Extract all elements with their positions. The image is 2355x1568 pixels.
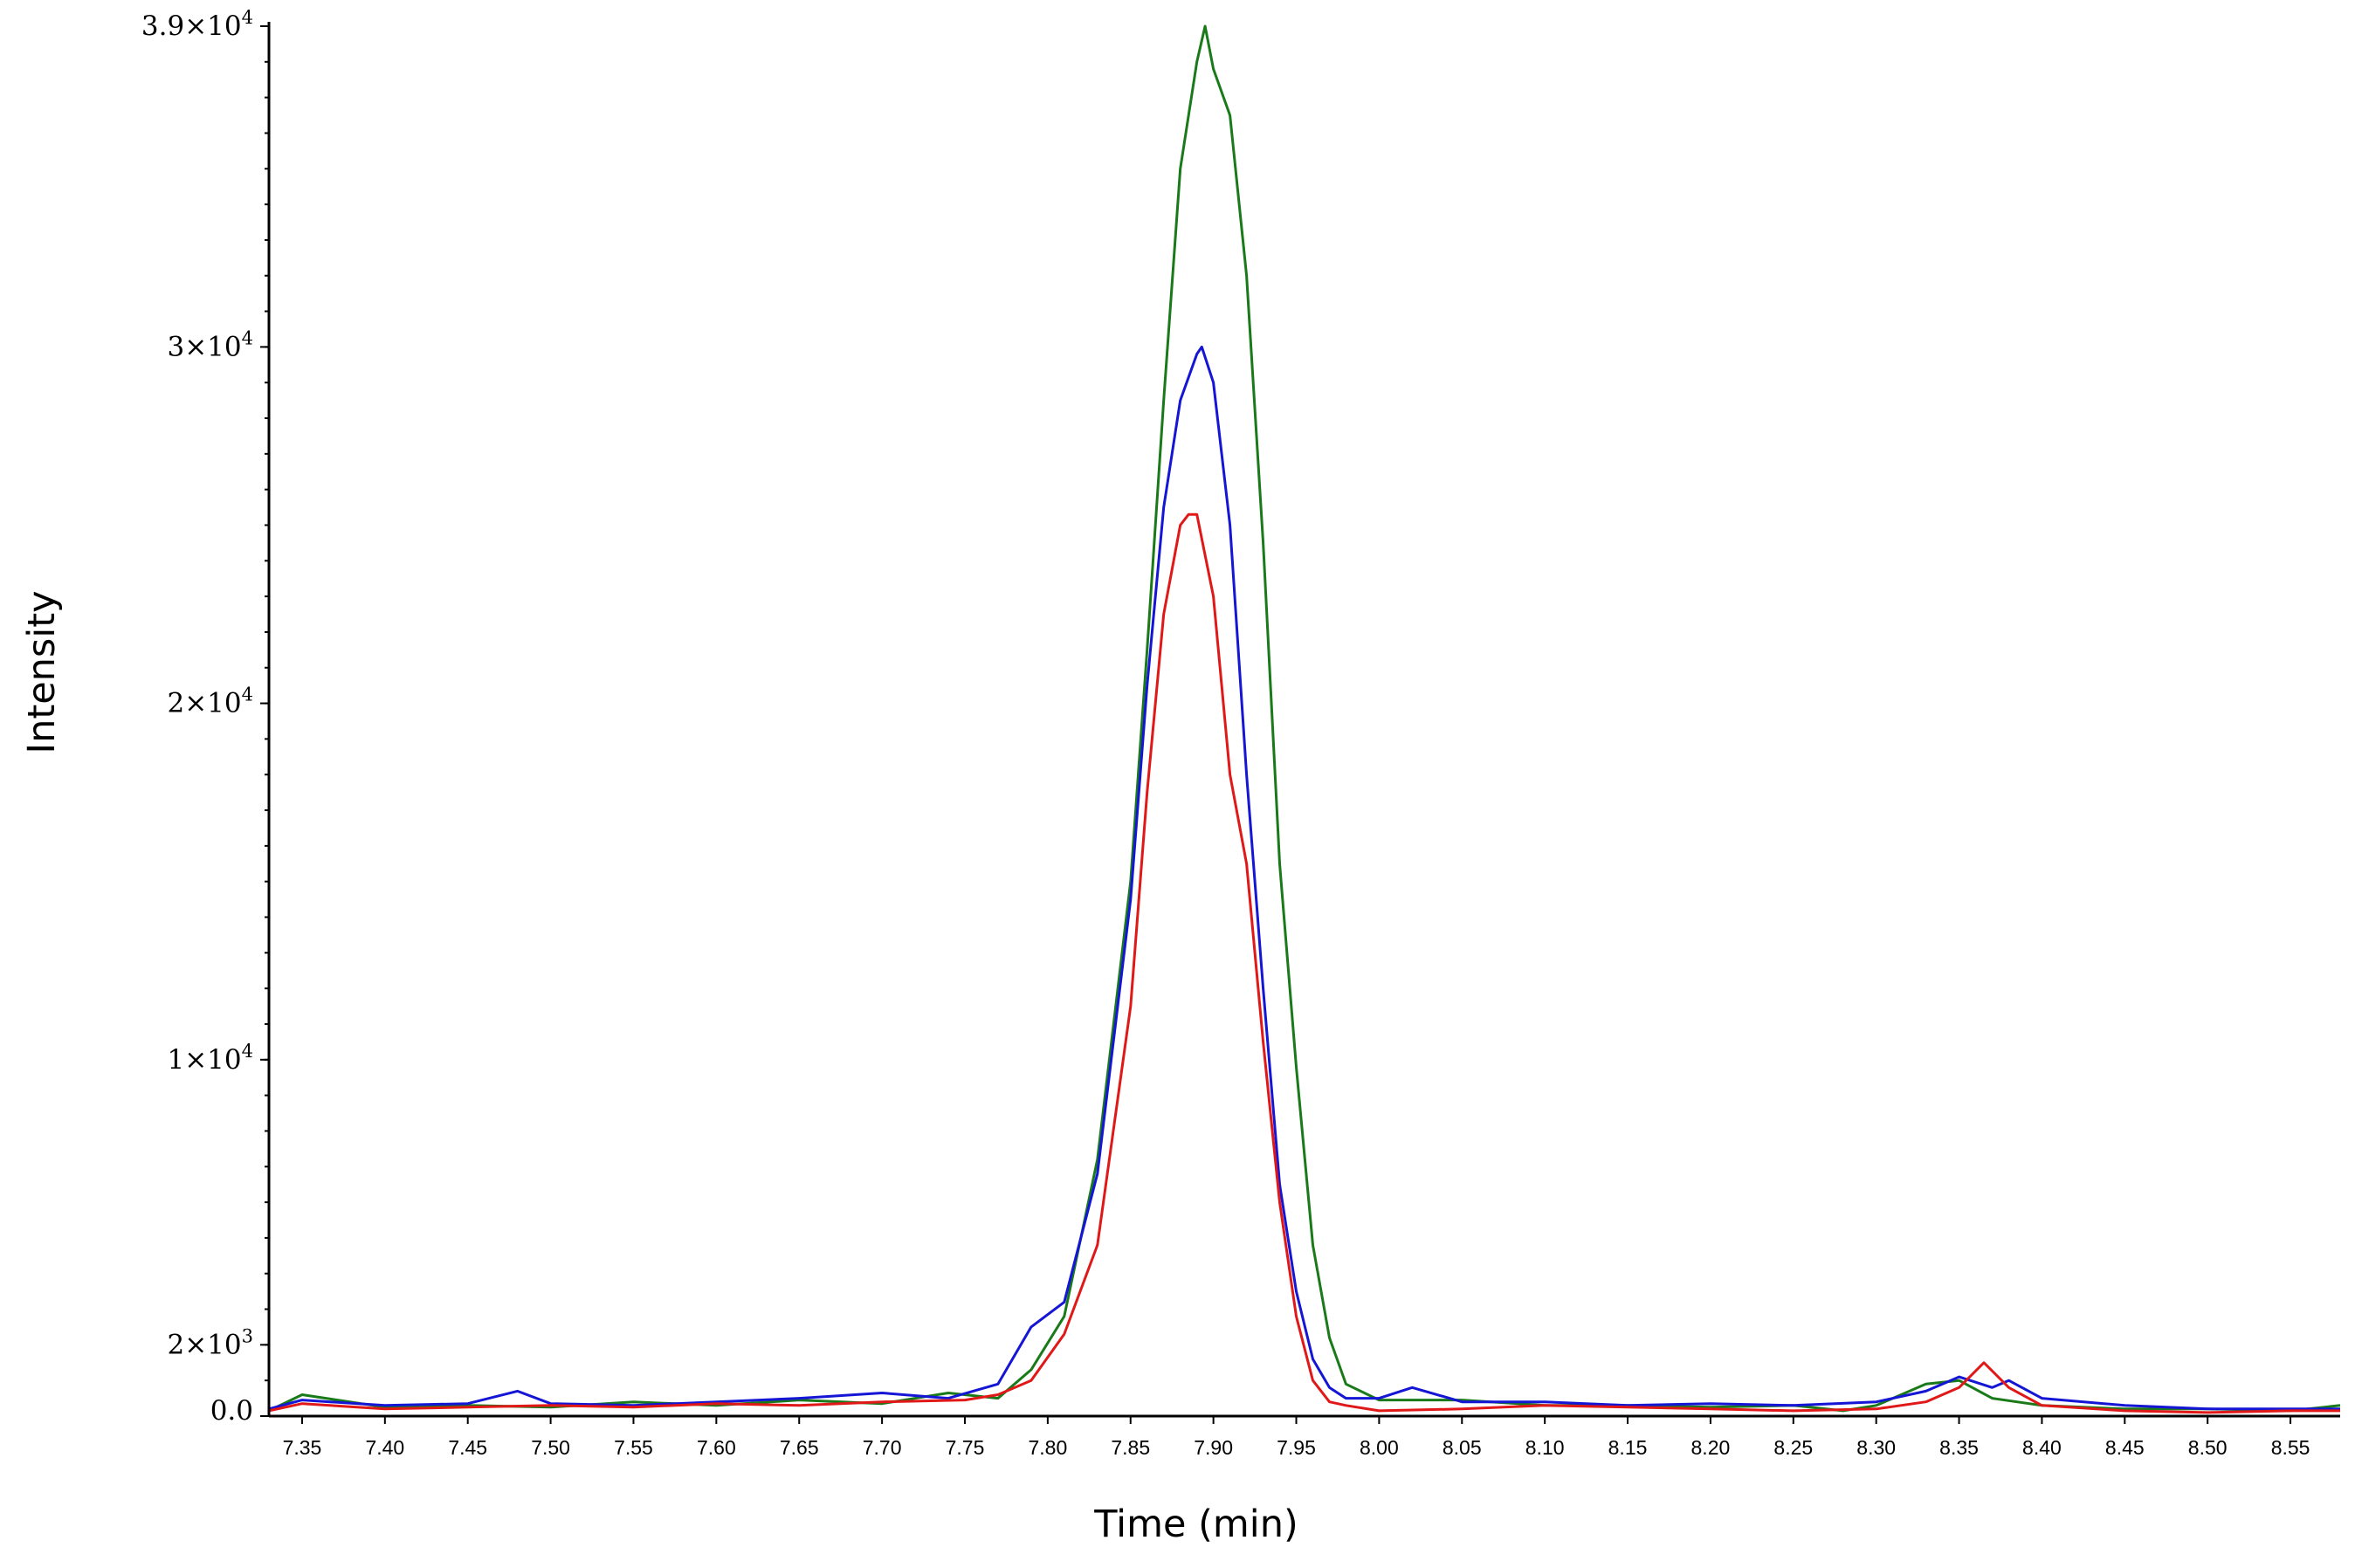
x-tick-label: 7.40 — [365, 1436, 404, 1459]
x-tick-label: 8.25 — [1773, 1436, 1813, 1459]
x-tick-label: 7.65 — [780, 1436, 819, 1459]
x-tick-label: 8.40 — [2022, 1436, 2062, 1459]
x-tick-label: 7.85 — [1111, 1436, 1150, 1459]
x-tick-label: 8.45 — [2105, 1436, 2145, 1459]
y-tick-label: 3×104 — [167, 327, 253, 362]
x-tick-label: 8.35 — [1939, 1436, 1979, 1459]
x-tick-label: 7.60 — [697, 1436, 736, 1459]
y-tick-label: 2×103 — [167, 1325, 253, 1360]
x-tick-label: 7.75 — [946, 1436, 985, 1459]
y-tick-label: 0.0 — [210, 1395, 253, 1427]
x-tick-label: 7.35 — [283, 1436, 322, 1459]
series-line-2 — [268, 345, 2340, 1411]
x-tick-label: 7.55 — [614, 1436, 653, 1459]
x-tick-label: 8.15 — [1608, 1436, 1648, 1459]
series-line-1 — [268, 24, 2341, 1413]
x-tick-label: 7.70 — [863, 1436, 902, 1459]
x-tick-label: 7.50 — [531, 1436, 570, 1459]
series-line-3 — [268, 512, 2340, 1414]
x-tick-label: 7.95 — [1277, 1436, 1316, 1459]
x-tick-label: 8.00 — [1360, 1436, 1399, 1459]
y-tick-label: 3.9×104 — [141, 7, 253, 42]
x-tick-label: 8.55 — [2271, 1436, 2310, 1459]
y-axis-title: Intensity — [20, 590, 64, 753]
x-axis-title: Time (min) — [1093, 1503, 1298, 1546]
x-tick-label: 8.20 — [1691, 1436, 1731, 1459]
x-tick-label: 8.30 — [1856, 1436, 1896, 1459]
y-tick-label: 1×104 — [167, 1041, 253, 1076]
x-ticks: 7.35 7.40 7.45 7.50 7.55 7.60 7.65 7.70 7.75 7.80… — [283, 1416, 2310, 1459]
x-tick-label: 7.80 — [1028, 1436, 1067, 1459]
x-tick-label: 7.45 — [448, 1436, 487, 1459]
x-tick-label: 8.50 — [2188, 1436, 2228, 1459]
x-tick-label: 7.90 — [1194, 1436, 1233, 1459]
x-tick-label: 8.10 — [1525, 1436, 1565, 1459]
y-ticks: 0.0 2×103 1×104 2×104 3×104 3.9×104 — [141, 7, 269, 1427]
plot-series — [268, 24, 2341, 1414]
y-tick-label: 2×104 — [167, 684, 253, 719]
x-tick-label: 8.05 — [1443, 1436, 1482, 1459]
